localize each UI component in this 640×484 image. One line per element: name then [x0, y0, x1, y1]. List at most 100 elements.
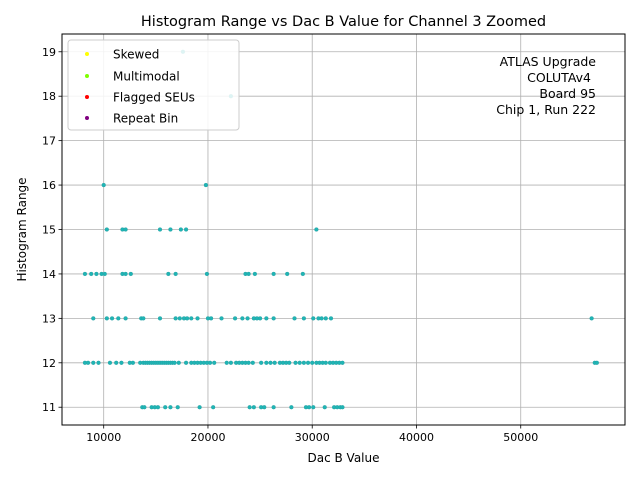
data-point: [240, 316, 245, 321]
data-point: [301, 316, 306, 321]
run-annotation: ATLAS Upgrade COLUTAv4 Board 95 Chip 1, …: [496, 54, 596, 117]
x-tick-label: 50000: [503, 431, 538, 444]
data-point: [82, 271, 88, 277]
x-axis-ticks: 10000 20000 30000 40000 50000: [86, 425, 538, 444]
y-tick-label: 14: [42, 268, 56, 281]
data-point: [204, 271, 210, 277]
data-point: [224, 360, 229, 365]
data-point: [96, 360, 101, 365]
y-tick-label: 16: [42, 179, 56, 192]
data-point: [272, 360, 277, 365]
y-tick-label: 11: [42, 401, 56, 414]
data-point: [195, 316, 200, 321]
data-point: [323, 316, 328, 321]
y-tick-label: 12: [42, 357, 56, 370]
data-point: [264, 316, 269, 321]
data-point: [589, 316, 594, 321]
legend-label-repeat-bin: Repeat Bin: [113, 112, 178, 126]
data-point: [292, 316, 297, 321]
legend-entry-skewed: Skewed: [85, 48, 159, 62]
data-point: [183, 227, 189, 232]
data-point: [114, 360, 119, 365]
data-point: [340, 360, 345, 365]
y-axis-label: Histogram Range: [15, 177, 29, 281]
data-point: [177, 316, 182, 321]
data-point: [175, 405, 180, 410]
x-tick-label: 20000: [190, 431, 225, 444]
annotation-line-2: COLUTAv4: [527, 70, 591, 85]
chart-title: Histogram Range vs Dac B Value for Chann…: [141, 14, 546, 30]
annotation-line-1: ATLAS Upgrade: [500, 54, 597, 69]
data-point: [203, 182, 208, 188]
y-tick-label: 15: [42, 224, 56, 237]
legend-box: [67, 39, 240, 131]
data-point: [166, 271, 171, 277]
legend-entry-repeat-bin: Repeat Bin: [85, 112, 178, 126]
data-point: [119, 360, 124, 365]
legend-label-multimodal: Multimodal: [113, 70, 180, 84]
data-point: [109, 316, 115, 321]
data-point: [246, 360, 251, 365]
data-point: [340, 405, 345, 410]
data-point: [157, 227, 163, 232]
x-tick-label: 40000: [399, 431, 434, 444]
data-point: [300, 271, 305, 277]
data-point: [130, 360, 135, 365]
data-point: [85, 360, 91, 365]
y-tick-label: 13: [42, 312, 56, 325]
annotation-line-4: Chip 1, Run 222: [496, 102, 596, 117]
y-tick-label: 19: [42, 46, 56, 59]
data-point: [297, 360, 302, 365]
data-point: [594, 360, 599, 365]
data-point: [310, 360, 315, 365]
data-point: [306, 405, 312, 410]
data-point: [173, 316, 178, 321]
data-point: [305, 360, 311, 365]
data-point: [314, 227, 319, 232]
data-point: [185, 316, 190, 321]
legend: Skewed Multimodal Flagged SEUs Repeat Bi…: [67, 39, 240, 131]
legend-label-skewed: Skewed: [113, 48, 159, 62]
y-tick-label: 17: [42, 135, 56, 148]
data-point: [262, 405, 267, 410]
legend-entry-flagged-seus: Flagged SEUs: [85, 91, 195, 105]
data-point: [289, 405, 294, 410]
data-point: [257, 316, 263, 321]
data-point: [91, 316, 96, 321]
data-point: [104, 227, 109, 232]
data-point: [246, 271, 251, 277]
data-point: [311, 316, 316, 321]
data-points: [82, 49, 599, 410]
data-point: [163, 405, 168, 410]
data-point: [250, 360, 255, 365]
legend-marker-multimodal: [85, 74, 89, 78]
data-point: [189, 316, 194, 321]
data-point: [271, 405, 276, 410]
y-axis-ticks: 11 12 13 14 15 16 17 18 19: [42, 46, 62, 414]
data-point: [157, 316, 163, 321]
data-point: [232, 316, 238, 321]
legend-marker-skewed: [85, 52, 89, 56]
data-point: [116, 316, 121, 321]
x-tick-label: 30000: [295, 431, 330, 444]
data-point: [322, 405, 327, 410]
data-point: [301, 360, 306, 365]
data-point: [271, 316, 276, 321]
legend-entry-multimodal: Multimodal: [85, 70, 180, 84]
grid-lines: [62, 34, 625, 425]
data-point: [172, 360, 177, 365]
data-point: [247, 405, 252, 410]
data-point: [107, 360, 113, 365]
data-point: [168, 405, 173, 410]
y-tick-label: 18: [42, 90, 56, 103]
data-point: [208, 316, 214, 321]
data-point: [197, 405, 202, 410]
data-point: [178, 227, 183, 232]
data-point: [319, 316, 324, 321]
data-point: [211, 405, 216, 410]
data-point: [141, 316, 146, 321]
data-point: [293, 360, 298, 365]
data-point: [259, 360, 264, 365]
